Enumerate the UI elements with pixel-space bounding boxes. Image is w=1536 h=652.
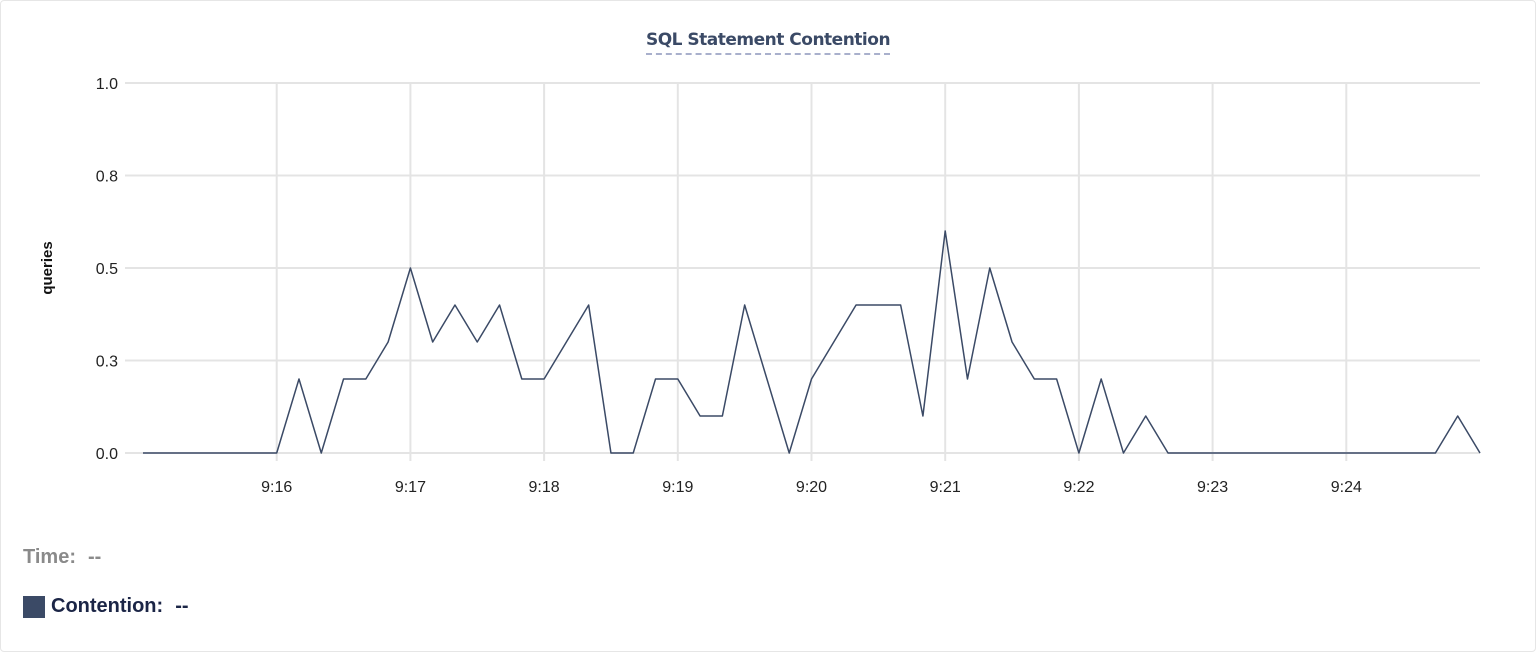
x-tick-label: 9:21 bbox=[930, 479, 961, 496]
legend-swatch bbox=[23, 595, 45, 618]
y-tick-label: 0.8 bbox=[96, 169, 118, 186]
y-tick-label: 0.5 bbox=[96, 261, 118, 278]
x-tick-label: 9:24 bbox=[1331, 479, 1362, 496]
legend-series-label: Contention: bbox=[51, 595, 164, 617]
y-axis-label: queries bbox=[39, 241, 56, 294]
legend-series-value: -- bbox=[175, 595, 189, 617]
legend-time: Time: -- bbox=[23, 546, 101, 569]
legend-time-label: Time: bbox=[23, 546, 76, 568]
x-tick-label: 9:23 bbox=[1197, 479, 1228, 496]
x-tick-label: 9:20 bbox=[796, 479, 827, 496]
y-tick-label: 0.0 bbox=[96, 446, 118, 463]
legend-time-value: -- bbox=[87, 546, 102, 568]
chart-title-text[interactable]: SQL Statement Contention bbox=[645, 30, 891, 55]
legend-contention: Contention: -- bbox=[23, 595, 189, 618]
y-tick-label: 0.3 bbox=[96, 354, 118, 371]
x-tick-label: 9:19 bbox=[662, 479, 693, 496]
x-tick-label: 9:22 bbox=[1063, 479, 1094, 496]
chart-title: SQL Statement Contention bbox=[0, 30, 1536, 55]
x-tick-label: 9:16 bbox=[261, 479, 292, 496]
y-tick-label: 1.0 bbox=[96, 76, 118, 93]
x-tick-label: 9:17 bbox=[395, 479, 426, 496]
x-tick-label: 9:18 bbox=[529, 479, 560, 496]
